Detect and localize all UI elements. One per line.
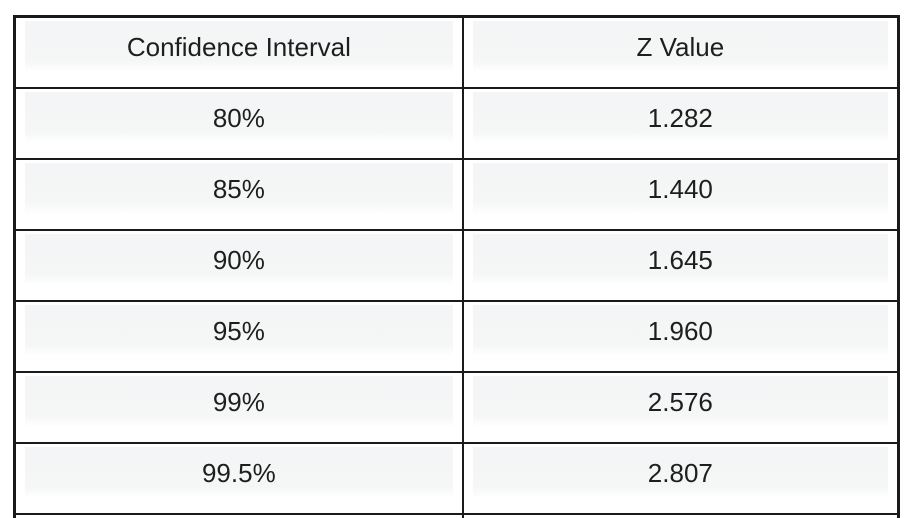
column-header-confidence-interval: Confidence Interval: [13, 15, 464, 89]
table-row: 80% 1.282: [13, 87, 900, 160]
column-header-z-value: Z Value: [461, 15, 900, 89]
confidence-interval-z-value-table: Confidence Interval Z Value 80% 1.282 85…: [13, 15, 900, 518]
z-value-cell: 1.960: [461, 300, 900, 373]
confidence-interval-cell: 95%: [13, 300, 464, 373]
table-row: 95% 1.960: [13, 300, 900, 373]
z-value-cell: 3.291: [461, 513, 900, 518]
confidence-interval-cell: 80%: [13, 87, 464, 160]
table-row: 85% 1.440: [13, 158, 900, 231]
table-row: 99.9% 3.291: [13, 513, 900, 518]
table-row: 99.5% 2.807: [13, 442, 900, 515]
table-row: 90% 1.645: [13, 229, 900, 302]
confidence-interval-cell: 99%: [13, 371, 464, 444]
z-value-cell: 1.282: [461, 87, 900, 160]
confidence-interval-cell: 90%: [13, 229, 464, 302]
confidence-interval-cell: 85%: [13, 158, 464, 231]
z-value-cell: 2.576: [461, 371, 900, 444]
confidence-interval-cell: 99.9%: [13, 513, 464, 518]
z-value-cell: 1.440: [461, 158, 900, 231]
z-value-cell: 2.807: [461, 442, 900, 515]
z-value-cell: 1.645: [461, 229, 900, 302]
table-row: 99% 2.576: [13, 371, 900, 444]
confidence-interval-cell: 99.5%: [13, 442, 464, 515]
table-header-row: Confidence Interval Z Value: [13, 15, 900, 89]
